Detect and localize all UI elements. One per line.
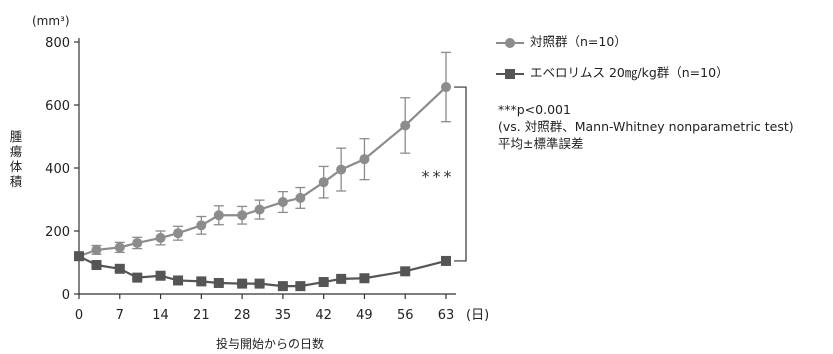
legend-label: エベロリムス 20㎎/kg群（n=10） (530, 65, 729, 80)
x-axis-ticks: 0 7 14 21 28 35 42 49 56 63 (75, 294, 454, 323)
data-point (213, 277, 224, 288)
y-tick-label: 800 (45, 36, 70, 51)
significance-stars: *** (422, 167, 455, 186)
data-point (359, 273, 370, 284)
test-method-note: (vs. 対照群、Mann-Whitney nonparametric test… (498, 119, 794, 134)
data-point (173, 228, 184, 239)
data-point (132, 237, 143, 248)
data-point (114, 242, 125, 253)
data-point (441, 82, 451, 93)
x-tick-label: 0 (75, 308, 83, 323)
y-axis-label-char: 体 (9, 159, 23, 174)
data-point (295, 281, 306, 292)
data-point (114, 263, 125, 274)
data-point (336, 164, 347, 175)
data-point (91, 260, 102, 271)
data-point (155, 232, 166, 243)
chart-axes (78, 38, 456, 295)
data-point (359, 154, 370, 165)
y-axis-label: 腫瘍体積 (9, 129, 23, 189)
error-bar-note: 平均±標準誤差 (498, 136, 584, 151)
data-point (91, 244, 102, 255)
bracket-line (454, 86, 467, 262)
x-tick-label: 49 (356, 308, 373, 323)
x-axis-unit: (日) (466, 308, 489, 323)
x-tick-label: 21 (193, 308, 210, 323)
legend-label: 対照群（n=10） (530, 34, 627, 49)
data-point (277, 197, 288, 208)
x-tick-label: 35 (275, 308, 292, 323)
series-layer (74, 51, 451, 292)
data-point (441, 255, 451, 266)
data-point (254, 204, 265, 215)
series-control (74, 51, 451, 262)
data-point (132, 272, 143, 283)
y-axis-label-char: 腫 (9, 129, 23, 144)
y-axis-unit: (mm³) (32, 14, 70, 28)
x-tick-label: 56 (397, 308, 414, 323)
x-tick-label: 63 (438, 308, 455, 323)
data-point (318, 277, 329, 288)
data-point (336, 273, 347, 284)
chart-notes: ***p<0.001 (vs. 対照群、Mann-Whitney nonpara… (498, 101, 794, 152)
x-tick-label: 42 (315, 308, 332, 323)
y-axis-ticks: 0 200 400 600 800 (45, 36, 79, 303)
data-point (196, 276, 207, 287)
significance-bracket (454, 86, 467, 262)
data-point (237, 278, 248, 289)
y-tick-label: 0 (62, 288, 70, 303)
data-point (213, 210, 224, 221)
y-axis-label-char: 瘍 (9, 144, 23, 159)
y-tick-label: 400 (45, 162, 70, 177)
data-point (400, 120, 411, 131)
data-point (318, 177, 329, 188)
data-point (400, 266, 411, 277)
x-tick-label: 28 (234, 308, 251, 323)
series-line (78, 86, 447, 258)
data-point (277, 281, 288, 292)
data-point (173, 275, 184, 286)
circle-marker-icon (496, 38, 524, 48)
x-axis-label: 投与開始からの日数 (216, 336, 324, 351)
p-value-note: ***p<0.001 (498, 102, 571, 117)
data-point (74, 251, 84, 262)
data-point (237, 210, 248, 221)
y-tick-label: 600 (45, 99, 70, 114)
x-tick-label: 14 (152, 308, 169, 323)
y-axis-label-char: 積 (9, 174, 23, 189)
series-everolimus (74, 251, 451, 292)
data-point (155, 270, 166, 281)
x-tick-label: 7 (116, 308, 124, 323)
data-point (254, 278, 265, 289)
data-point (196, 220, 207, 231)
square-marker-icon (496, 69, 524, 79)
y-tick-label: 200 (45, 225, 70, 240)
data-point (295, 192, 306, 203)
